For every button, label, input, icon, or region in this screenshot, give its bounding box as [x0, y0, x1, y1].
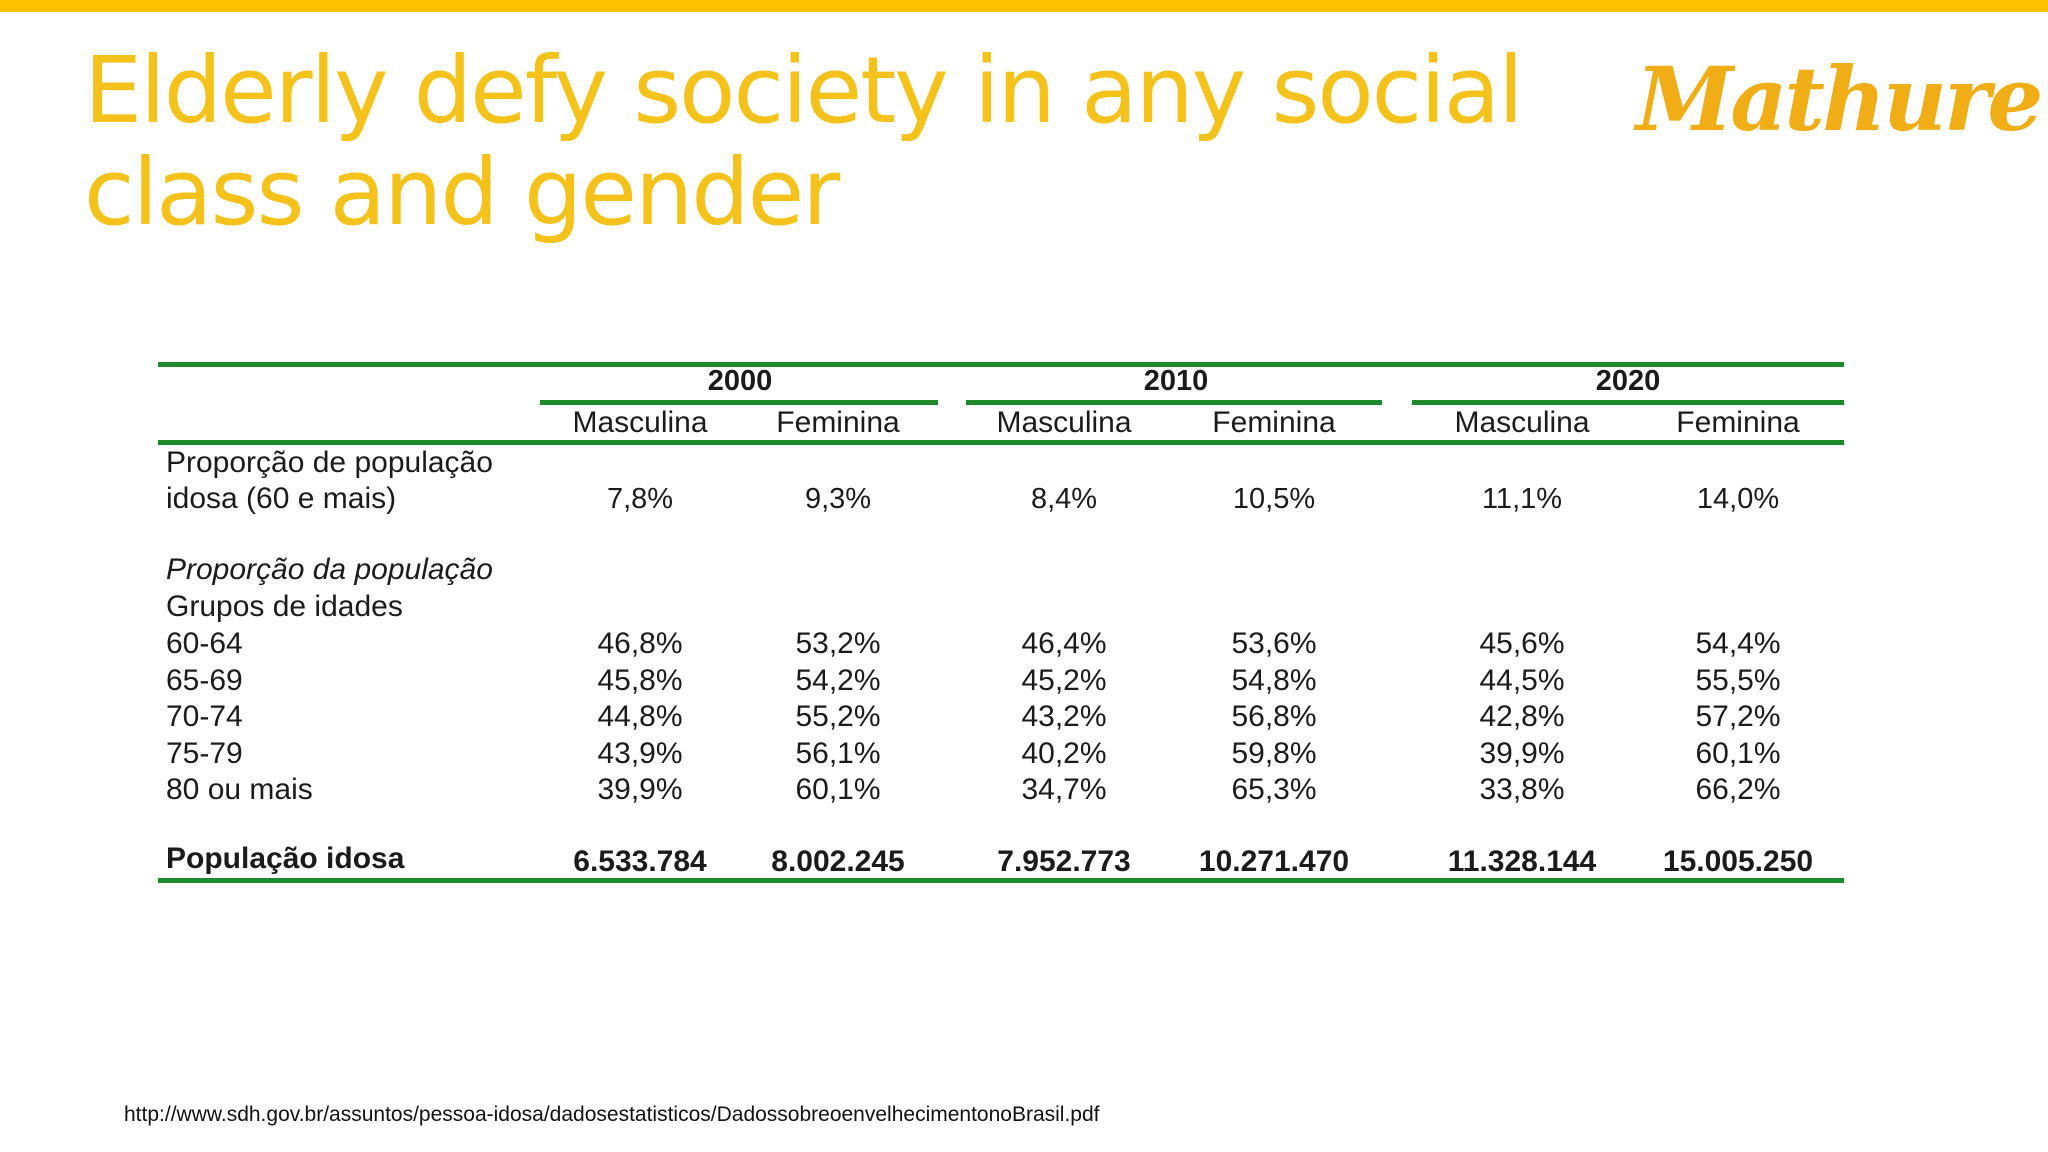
table-cell: 43,9% [597, 737, 683, 770]
age-group-label: 60-64 [166, 627, 243, 660]
table-cell: 14,0% [1696, 483, 1780, 515]
table-cell: 54,2% [795, 664, 881, 697]
year-header: 2000 [707, 365, 773, 397]
table-cell: 11,1% [1481, 483, 1563, 515]
table-cell: 56,1% [795, 737, 881, 770]
section-label: Grupos de idades [166, 590, 403, 623]
table-cell: 46,8% [597, 627, 683, 660]
row-label: Proporção de população [166, 446, 493, 479]
table-cell: 7,8% [606, 483, 674, 515]
sex-header: Feminina [1676, 406, 1800, 439]
row-label: idosa (60 e mais) [166, 482, 397, 515]
year-underline-2020 [1412, 400, 1844, 405]
table-cell: 53,2% [795, 627, 881, 660]
slide-title: Elderly defy society in any social class… [84, 40, 1584, 244]
age-group-label: 75-79 [166, 737, 243, 770]
total-cell: 6.533.784 [573, 845, 707, 878]
table-cell: 9,3% [804, 483, 872, 515]
table-cell: 43,2% [1021, 700, 1107, 733]
age-group-label: 70-74 [166, 700, 243, 733]
table-bottom-rule [158, 878, 1844, 883]
age-group-label: 80 ou mais [166, 773, 313, 806]
table-cell: 53,6% [1231, 627, 1317, 660]
sex-header: Masculina [1454, 406, 1590, 439]
table-cell: 59,8% [1231, 737, 1317, 770]
table-cell: 65,3% [1231, 773, 1317, 806]
table-cell: 45,8% [597, 664, 683, 697]
total-cell: 15.005.250 [1662, 845, 1814, 878]
total-cell: 11.328.144 [1447, 845, 1597, 878]
table-cell: 54,8% [1231, 664, 1317, 697]
table-cell: 39,9% [597, 773, 683, 806]
table-cell: 60,1% [1695, 737, 1781, 770]
table-cell: 54,4% [1695, 627, 1781, 660]
table-cell: 46,4% [1021, 627, 1107, 660]
table-cell: 34,7% [1021, 773, 1107, 806]
total-label: População idosa [166, 842, 405, 875]
table-cell: 33,8% [1479, 773, 1565, 806]
mathure-logo: Mathure [1636, 47, 2043, 151]
sex-header: Feminina [776, 406, 900, 439]
top-accent-bar [0, 0, 2048, 12]
table-cell: 42,8% [1479, 700, 1565, 733]
sex-header: Masculina [572, 406, 708, 439]
table-cell: 55,2% [795, 700, 881, 733]
table-cell: 44,5% [1479, 664, 1565, 697]
year-underline-2010 [966, 400, 1382, 405]
table-top-rule [158, 362, 1844, 367]
table-cell: 60,1% [795, 773, 881, 806]
table-cell: 44,8% [597, 700, 683, 733]
total-cell: 7.952.773 [997, 845, 1131, 878]
table-cell: 56,8% [1231, 700, 1317, 733]
year-header: 2010 [1143, 365, 1209, 397]
slide-title-line-2: class and gender [84, 139, 840, 246]
year-underline-2000 [540, 400, 938, 405]
sex-header: Masculina [996, 406, 1132, 439]
source-url: http://www.sdh.gov.br/assuntos/pessoa-id… [124, 1103, 1100, 1126]
total-cell: 8.002.245 [771, 845, 905, 878]
header-bottom-rule [158, 440, 1844, 445]
table-cell: 66,2% [1695, 773, 1781, 806]
table-cell: 57,2% [1695, 700, 1781, 733]
sex-header: Feminina [1212, 406, 1336, 439]
total-cell: 10.271.470 [1198, 845, 1350, 878]
table-cell: 8,4% [1030, 483, 1098, 515]
table-cell: 39,9% [1479, 737, 1565, 770]
table-cell: 55,5% [1695, 664, 1781, 697]
table-cell: 45,2% [1021, 664, 1107, 697]
age-group-label: 65-69 [166, 664, 243, 697]
table-cell: 40,2% [1021, 737, 1107, 770]
year-header: 2020 [1595, 365, 1661, 397]
table-cell: 10,5% [1232, 483, 1316, 515]
slide-title-line-1: Elderly defy society in any social [84, 37, 1524, 144]
table-cell: 45,6% [1479, 627, 1565, 660]
section-label: Proporção da população [166, 553, 493, 586]
